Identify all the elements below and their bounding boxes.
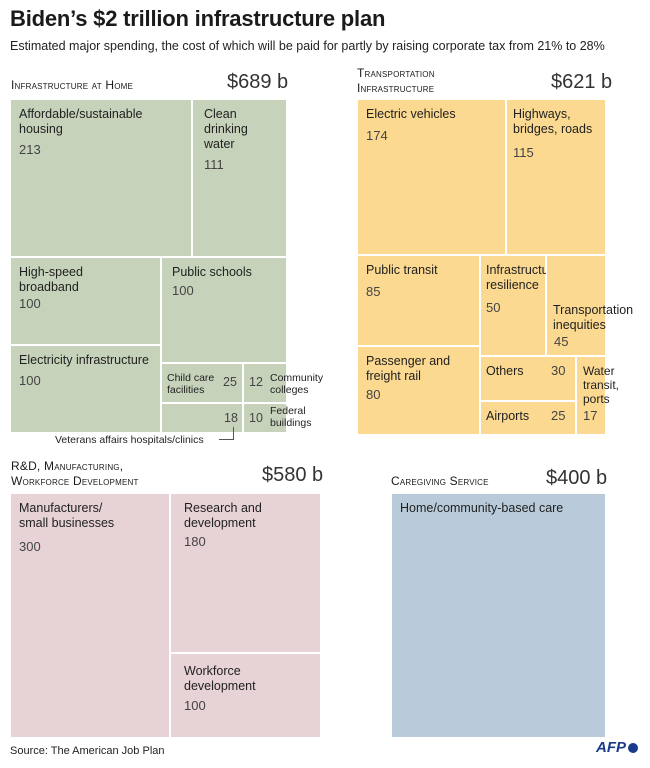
tile-child-care: Child care facilities 25 bbox=[161, 363, 243, 403]
tile-value: 174 bbox=[366, 128, 388, 143]
tile-infrastructure-resilience: Infrastructure resilience 50 bbox=[480, 255, 560, 356]
callout-leader bbox=[219, 439, 234, 440]
tile-label: Passenger and freight rail bbox=[366, 354, 451, 383]
tile-passenger-rail: Passenger and freight rail 80 bbox=[357, 346, 480, 435]
section-title-line: Transportation bbox=[357, 66, 435, 80]
tile-label: Highways, bridges, roads bbox=[513, 107, 593, 136]
section-title-home: Infrastructure at Home bbox=[11, 78, 134, 92]
tile-value: 300 bbox=[19, 539, 41, 554]
tile-home-community-care: Home/community-based care bbox=[391, 493, 606, 738]
tile-label: Public transit bbox=[366, 263, 438, 277]
callout-veterans-affairs: Veterans affairs hospitals/clinics bbox=[55, 434, 204, 446]
tile-value: 18 bbox=[224, 411, 238, 425]
afp-logo: AFP bbox=[596, 739, 638, 756]
label-federal-buildings: Federal buildings bbox=[270, 405, 312, 429]
source-note: Source: The American Job Plan bbox=[10, 745, 165, 757]
tile-value: 100 bbox=[19, 373, 41, 388]
tile-research-development: Research and development 180 bbox=[170, 493, 321, 653]
tile-value: 45 bbox=[554, 334, 569, 349]
tile-value: 80 bbox=[366, 387, 381, 402]
tile-value: 25 bbox=[223, 375, 237, 389]
tile-label: Affordable/sustainable housing bbox=[19, 107, 143, 136]
chart-title: Biden’s $2 trillion infrastructure plan bbox=[10, 6, 386, 31]
tile-label: Infrastructure resilience bbox=[486, 263, 560, 292]
tile-label: Electric vehicles bbox=[366, 107, 456, 121]
tile-label: Manufacturers/ small businesses bbox=[19, 501, 115, 530]
tile-value: 180 bbox=[184, 534, 206, 549]
tile-public-schools: Public schools 100 bbox=[161, 257, 287, 363]
label-community-colleges: Community colleges bbox=[270, 372, 324, 396]
tile-value: 111 bbox=[204, 157, 224, 172]
tile-workforce-development: Workforce development 100 bbox=[170, 653, 321, 738]
logo-text: AFP bbox=[596, 739, 626, 756]
tile-electricity: Electricity infrastructure 100 bbox=[10, 345, 161, 433]
tile-airports: Airports 25 bbox=[480, 401, 576, 435]
tile-label: Research and development bbox=[184, 501, 262, 530]
tile-value: 17 bbox=[583, 408, 598, 423]
tile-label: Workforce development bbox=[184, 664, 256, 693]
tile-value: 100 bbox=[19, 296, 41, 311]
label-water-transit: Water transit, ports bbox=[583, 364, 620, 406]
section-total-home: $689 b bbox=[227, 71, 289, 93]
section-title-rnd: R&D, Manufacturing, Workforce Developmen… bbox=[11, 459, 139, 489]
section-total-care: $400 b bbox=[546, 467, 608, 489]
section-title-line: Workforce Development bbox=[11, 474, 139, 488]
label-transportation-inequities: Transportation inequities bbox=[553, 303, 634, 332]
section-title-line: Infrastructure bbox=[357, 81, 435, 95]
tile-value: 25 bbox=[551, 408, 566, 423]
tile-veterans-affairs: 18 bbox=[161, 403, 243, 433]
chart-subtitle: Estimated major spending, the cost of wh… bbox=[10, 39, 605, 53]
tile-value: 85 bbox=[366, 284, 381, 299]
tile-affordable-housing: Affordable/sustainable housing 213 bbox=[10, 99, 192, 257]
tile-label: High-speed broadband bbox=[19, 265, 83, 294]
tile-label: Airports bbox=[486, 409, 530, 423]
tile-label: Public schools bbox=[172, 265, 252, 279]
tile-value: 10 bbox=[249, 411, 263, 425]
tile-value: 213 bbox=[19, 142, 41, 157]
tile-others: Others 30 bbox=[480, 356, 576, 401]
tile-label: Home/community-based care bbox=[400, 501, 564, 515]
tile-label: Electricity infrastructure bbox=[19, 353, 149, 367]
tile-federal-buildings: 10 bbox=[243, 403, 287, 433]
tile-value: 100 bbox=[184, 698, 206, 713]
tile-value: 100 bbox=[172, 283, 194, 298]
tile-label: Child care facilities bbox=[167, 372, 215, 396]
tile-value: 12 bbox=[249, 375, 263, 389]
tile-transportation-inequities: 45 bbox=[546, 255, 606, 356]
logo-dot-icon bbox=[628, 743, 638, 754]
tile-value: 50 bbox=[486, 300, 501, 315]
section-title-care: Caregiving Service bbox=[391, 474, 489, 488]
tile-label: Others bbox=[486, 364, 524, 378]
tile-electric-vehicles: Electric vehicles 174 bbox=[357, 99, 506, 255]
tile-water-transit: 17 bbox=[576, 356, 606, 435]
section-total-transport: $621 b bbox=[551, 71, 613, 93]
section-title-line: R&D, Manufacturing, bbox=[11, 459, 124, 473]
tile-community-colleges: 12 bbox=[243, 363, 287, 403]
callout-leader bbox=[233, 427, 234, 439]
tile-clean-water: Clean drinking water 111 bbox=[192, 99, 287, 257]
section-total-rnd: $580 b bbox=[262, 464, 324, 486]
tile-manufacturers: Manufacturers/ small businesses 300 bbox=[10, 493, 170, 738]
tile-broadband: High-speed broadband 100 bbox=[10, 257, 161, 345]
tile-value: 115 bbox=[513, 145, 534, 160]
tile-public-transit: Public transit 85 bbox=[357, 255, 480, 346]
tile-label: Clean drinking water bbox=[204, 107, 248, 151]
tile-value: 30 bbox=[551, 363, 566, 378]
section-title-transport: Transportation Infrastructure bbox=[357, 66, 435, 96]
tile-highways: Highways, bridges, roads 115 bbox=[506, 99, 606, 255]
